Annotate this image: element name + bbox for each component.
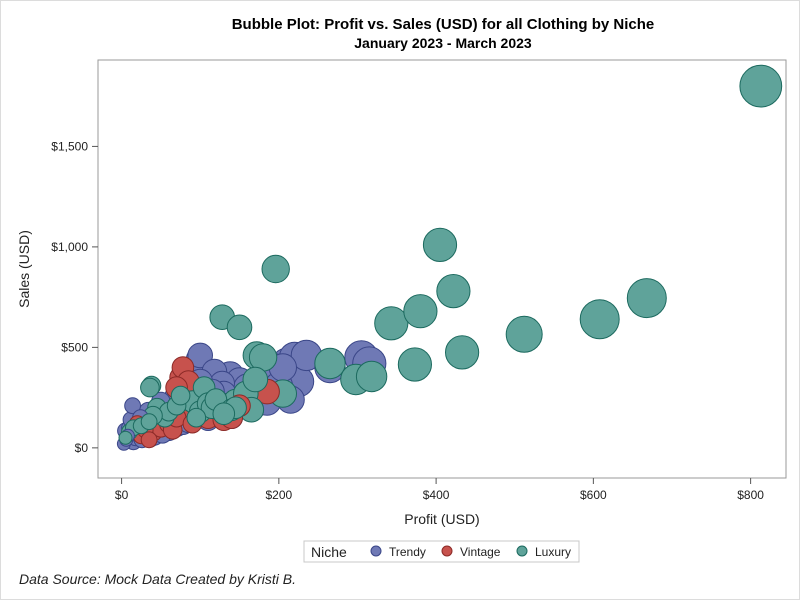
bubble-luxury-36 [445, 335, 480, 370]
bubble-luxury-43 [186, 407, 207, 428]
data-source-footnote: Data Source: Mock Data Created by Kristi… [19, 571, 296, 587]
x-tick-label-1: $200 [265, 488, 292, 502]
bubble-luxury-33 [397, 347, 432, 382]
bubble-luxury-28 [314, 347, 346, 380]
bubble-luxury-0 [118, 430, 133, 445]
x-tick-label-3: $600 [580, 488, 607, 502]
bubble-luxury-23 [242, 366, 269, 393]
legend-marker-vintage [441, 545, 453, 557]
legend: Niche Trendy Vintage Luxury [303, 540, 580, 563]
bubble-luxury-32 [403, 294, 438, 329]
bubble-luxury-35 [436, 274, 471, 309]
y-tick-label-3: $1,500 [51, 139, 88, 153]
chart-subtitle: January 2023 - March 2023 [354, 35, 532, 51]
legend-title: Niche [311, 544, 347, 560]
bubble-luxury-26 [261, 254, 290, 284]
legend-label-luxury: Luxury [535, 545, 571, 559]
bubble-trendy-6 [124, 397, 142, 415]
x-axis: $0 $200 $400 $600 $800 [115, 478, 764, 502]
y-tick-label-2: $1,000 [51, 240, 88, 254]
bubbles-layer [116, 64, 783, 451]
x-tick-label-2: $400 [423, 488, 450, 502]
bubble-luxury-30 [355, 360, 388, 393]
bubble-luxury-40 [739, 64, 783, 108]
y-tick-label-0: $0 [75, 441, 89, 455]
bubble-luxury-39 [626, 278, 667, 319]
bubble-luxury-31 [374, 306, 409, 341]
bubble-luxury-45 [140, 377, 160, 398]
x-tick-label-0: $0 [115, 488, 129, 502]
legend-box [303, 540, 580, 563]
legend-marker-luxury [516, 545, 528, 557]
legend-marker-trendy [370, 545, 382, 557]
legend-label-trendy: Trendy [389, 545, 426, 559]
plot-area [97, 59, 787, 479]
y-tick-label-1: $500 [61, 340, 88, 354]
bubble-luxury-34 [422, 227, 458, 262]
x-tick-label-4: $800 [737, 488, 764, 502]
bubble-luxury-20 [226, 314, 253, 341]
bubble-luxury-38 [579, 299, 620, 340]
bubble-luxury-4 [140, 413, 158, 431]
chart-title: Bubble Plot: Profit vs. Sales (USD) for … [232, 16, 655, 33]
bubble-luxury-10 [170, 385, 191, 406]
y-axis: $0 $500 $1,000 $1,500 [51, 139, 98, 455]
bubble-vintage-3 [140, 431, 158, 449]
x-axis-label: Profit (USD) [404, 511, 479, 527]
bubble-luxury-42 [212, 402, 236, 426]
bubble-luxury-37 [505, 315, 543, 353]
y-axis-label: Sales (USD) [16, 230, 32, 308]
legend-label-vintage: Vintage [460, 545, 501, 559]
